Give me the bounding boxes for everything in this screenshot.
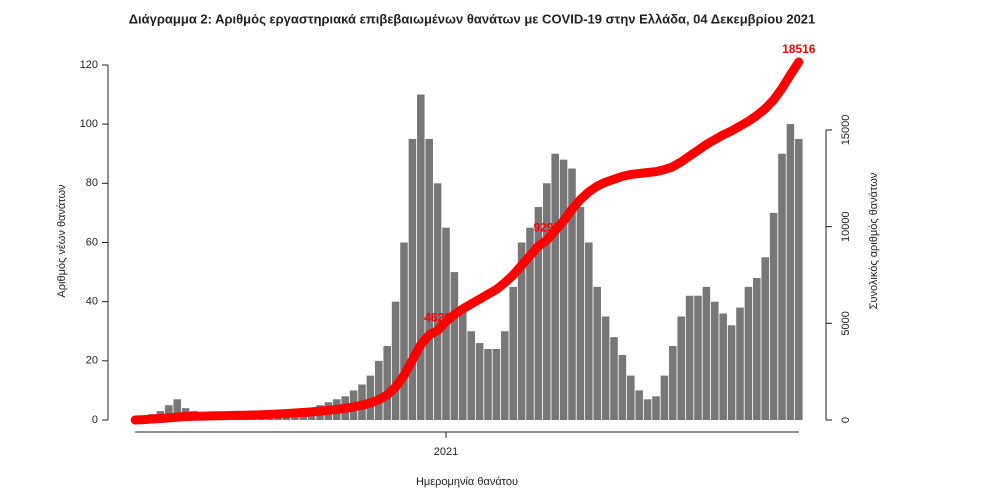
bar	[669, 346, 677, 420]
bar	[391, 301, 400, 420]
x-tick-label: 2021	[434, 446, 458, 458]
bar	[677, 316, 685, 420]
bar	[417, 94, 425, 420]
y-tick-label: 60	[86, 236, 98, 248]
value-label: 18516	[782, 42, 816, 56]
bar	[400, 242, 408, 420]
bar	[517, 242, 526, 420]
value-label: 9297	[533, 220, 560, 234]
bar	[526, 227, 534, 420]
bar	[408, 138, 417, 421]
bar	[509, 286, 517, 420]
bar	[475, 343, 484, 420]
y2-tick-label: 10000	[840, 211, 852, 242]
y2-tick-label: 15000	[840, 115, 852, 146]
bar	[492, 348, 501, 420]
bar	[618, 354, 627, 420]
bar	[501, 331, 509, 420]
y-tick-label: 80	[86, 177, 98, 189]
y2-tick-label: 0	[840, 417, 852, 423]
bar	[585, 242, 593, 420]
value-label: 4626	[424, 311, 451, 325]
bar	[719, 313, 727, 420]
y-tick-label: 40	[86, 296, 98, 308]
bar	[736, 307, 744, 420]
bar	[375, 360, 383, 420]
bar	[383, 346, 391, 420]
bar	[433, 183, 442, 420]
bar	[601, 316, 610, 420]
bar	[467, 331, 475, 420]
x-axis-label: Ημερομηνία θανάτου	[416, 476, 518, 488]
bar	[627, 375, 635, 420]
y-tick-label: 20	[86, 355, 98, 367]
y-axis-label: Αριθμός νέων θανάτων	[56, 184, 68, 298]
bar	[568, 168, 576, 420]
y-tick-label: 100	[80, 118, 98, 130]
bar	[450, 272, 459, 420]
y-tick-label: 120	[80, 59, 98, 71]
bar	[610, 337, 618, 420]
bar	[576, 206, 585, 420]
bar	[744, 286, 753, 420]
bar	[660, 375, 669, 420]
bar	[165, 405, 173, 420]
bar	[778, 153, 786, 421]
bar	[459, 307, 467, 420]
bar	[366, 375, 375, 420]
bar	[173, 399, 181, 420]
bar	[559, 159, 568, 421]
bar	[761, 257, 769, 420]
bar	[484, 348, 492, 420]
y2-axis-label: Συνολικός αριθμός θανάτων	[868, 172, 880, 309]
bar	[551, 153, 559, 421]
bar	[769, 212, 778, 420]
cumulative-line	[130, 57, 804, 425]
bar	[786, 124, 795, 420]
bar	[795, 138, 803, 421]
bar	[652, 396, 660, 420]
bar	[702, 286, 711, 420]
bar	[425, 138, 433, 421]
chart-title: Διάγραμμα 2: Αριθμός εργαστηριακά επιβεβ…	[129, 11, 816, 26]
bar	[694, 295, 702, 420]
bar	[727, 325, 736, 420]
bar	[643, 399, 652, 420]
bar	[685, 295, 694, 420]
bar	[711, 301, 719, 420]
bar	[593, 286, 601, 420]
bar	[543, 183, 551, 420]
y2-tick-label: 5000	[840, 311, 852, 335]
bar	[534, 206, 543, 420]
bar	[635, 390, 643, 420]
bar	[753, 277, 761, 420]
y-tick-label: 0	[92, 414, 98, 426]
